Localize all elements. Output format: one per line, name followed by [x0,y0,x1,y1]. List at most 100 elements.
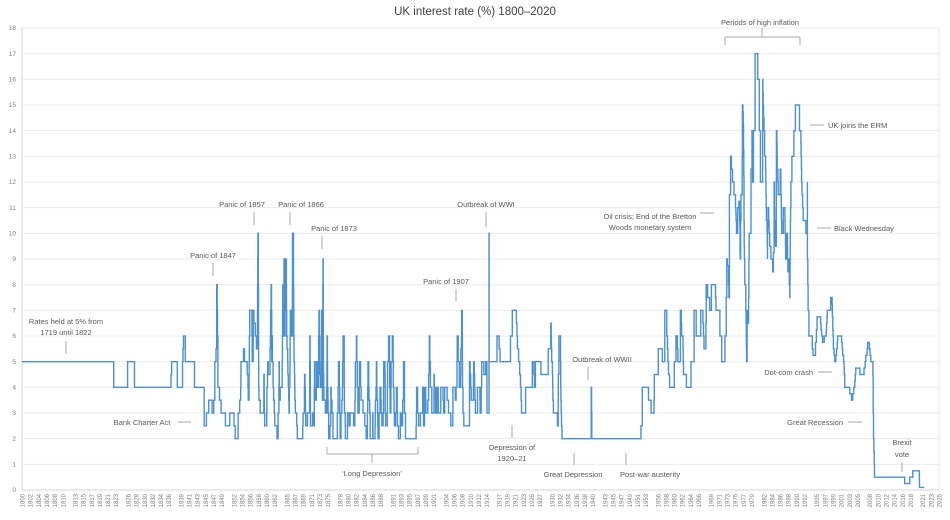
x-tick-label: 1923 [522,493,528,507]
x-tick-label: 2005 [856,493,862,507]
x-tick-label: 1800 [21,493,27,507]
x-tick-label: 1988 [787,493,793,507]
annotation-oil-crisis-bretton-woods: Oil crisis; End of the Bretton Woods mone… [604,212,697,232]
x-tick-label: 1871 [310,493,316,507]
x-tick-label: 1969 [709,493,715,507]
x-tick-label: 1895 [408,493,414,507]
x-tick-label: 1815 [82,493,88,507]
x-tick-label: 1986 [779,493,785,507]
annotation-panic-of-1857: Panic of 1857 [219,200,265,209]
annotation-black-wednesday: Black Wednesday [834,224,894,233]
y-tick-label: 18 [9,25,17,32]
x-tick-label: 1949 [628,493,634,507]
x-tick-label: 2014 [893,493,899,507]
x-tick-label: 1966 [697,493,703,507]
x-tick-label: 2023 [929,493,935,507]
y-tick-label: 11 [9,205,16,212]
annotation-outbreak-of-wwi: Outbreak of WWI [457,200,515,209]
x-tick-label: 1943 [603,493,609,507]
x-tick-label: 1930 [550,493,556,507]
y-tick-label: 15 [9,102,17,109]
x-tick-label: 1802 [29,493,35,507]
x-tick-label: 1834 [159,493,165,507]
x-tick-label: 1984 [770,493,776,507]
x-tick-label: 1856 [249,493,255,507]
annotation-panic-of-1873: Panic of 1873 [311,224,357,233]
x-tick-label: 1932 [558,493,564,507]
x-tick-label: 2008 [868,493,874,507]
x-tick-label: 1875 [326,493,332,507]
annotation-uk-joins-the-erm: UK joins the ERM [828,121,887,130]
x-tick-label: 1819 [98,493,104,507]
x-tick-label: 1823 [114,493,120,507]
x-tick-label: 1862 [273,493,279,507]
x-tick-label: 1936 [575,493,581,507]
x-tick-label: 1867 [294,493,300,507]
x-tick-label: 1860 [265,493,271,507]
x-tick-label: 1826 [126,493,132,507]
y-tick-label: 12 [9,179,17,186]
x-tick-label: 1956 [656,493,662,507]
x-tick-label: 2021 [921,493,927,507]
x-tick-label: 1958 [664,493,670,507]
y-tick-label: 2 [12,436,16,443]
annotation-great-depression: Great Depression [544,470,603,479]
x-tick-label: 1979 [750,493,756,507]
x-tick-label: 2001 [840,493,846,507]
x-tick-label: 1904 [444,493,450,507]
annotation-panic-of-1847: Panic of 1847 [190,251,236,260]
x-tick-label: 1921 [514,493,520,507]
x-tick-label: 1880 [347,493,353,507]
x-tick-label: 1917 [497,493,503,507]
y-tick-label: 14 [9,128,17,135]
x-tick-label: 1821 [106,493,112,507]
x-tick-label: 1897 [416,493,422,507]
annotation-long-depression: ‘Long Depression’ [342,469,402,478]
x-tick-label: 1828 [135,493,141,507]
x-tick-label: 1960 [673,493,679,507]
annotation-periods-of-high-inflation: Periods of high inflation [721,18,799,27]
x-tick-label: 1804 [37,493,43,507]
x-tick-label: 2018 [909,493,915,507]
x-tick-label: 1852 [232,493,238,507]
x-tick-label: 1873 [318,493,324,507]
y-tick-label: 16 [9,77,17,84]
x-tick-label: 1912 [477,493,483,507]
y-tick-label: 9 [12,256,16,263]
x-tick-label: 1886 [371,493,377,507]
x-tick-label: 1999 [832,493,838,507]
x-tick-label: 1992 [803,493,809,507]
x-tick-label: 1869 [302,493,308,507]
x-tick-label: 1854 [241,493,247,507]
x-tick-label: 1919 [505,493,511,507]
x-tick-label: 1817 [90,493,96,507]
x-tick-label: 1914 [485,493,491,507]
x-tick-label: 2016 [901,493,907,507]
x-tick-label: 1947 [620,493,626,507]
x-tick-label: 2010 [876,493,882,507]
x-tick-label: 2025 [938,493,944,507]
chart-title: UK interest rate (%) 1800–2020 [394,6,556,18]
x-tick-label: 1899 [424,493,430,507]
y-tick-label: 4 [12,385,16,392]
annotation-post-war-austerity: Post-war austerity [620,470,680,479]
x-tick-label: 1971 [717,493,723,507]
x-tick-label: 1945 [611,493,617,507]
y-tick-label: 17 [9,51,17,58]
y-tick-label: 7 [12,308,16,315]
axes [21,28,939,491]
x-tick-label: 1836 [167,493,173,507]
x-tick-label: 1995 [815,493,821,507]
x-tick-label: 1973 [726,493,732,507]
annotation-rates-held-5pct: Rates held at 5% from 1719 until 1822 [29,317,103,337]
x-tick-label: 1953 [644,493,650,507]
x-tick-label: 1925 [530,493,536,507]
x-tick-label: 1832 [151,493,157,507]
x-tick-label: 1891 [391,493,397,507]
x-tick-label: 1884 [363,493,369,507]
x-tick-label: 1810 [61,493,67,507]
x-tick-label: 1906 [453,493,459,507]
y-tick-label: 5 [12,359,16,366]
